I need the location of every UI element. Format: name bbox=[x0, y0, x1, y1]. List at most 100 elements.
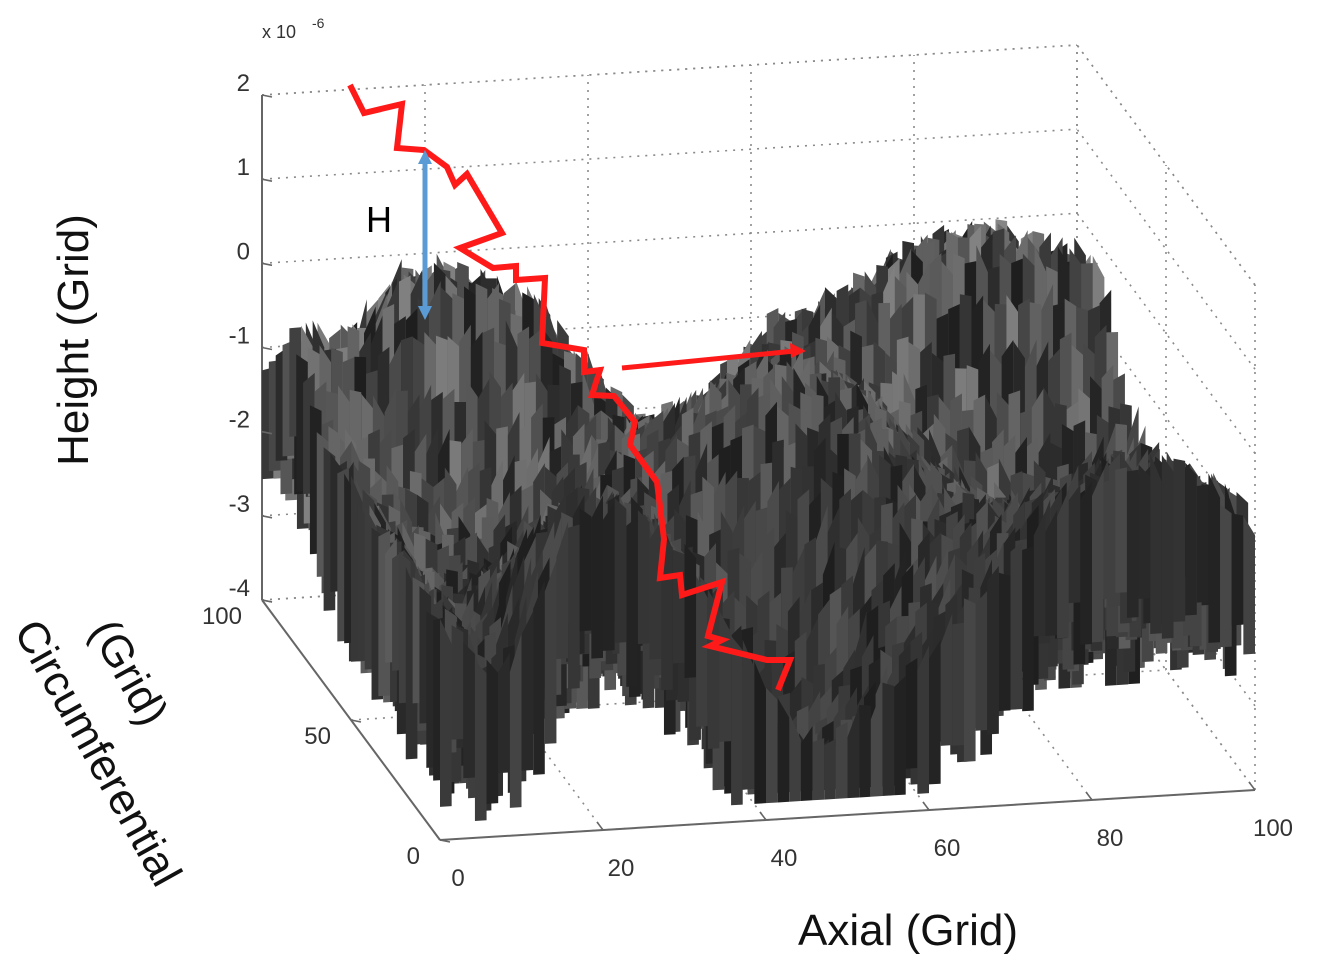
arrow-down-icon bbox=[418, 306, 432, 320]
height-marker-label: H bbox=[366, 199, 392, 240]
surface-facet bbox=[1103, 478, 1116, 600]
surface-facet bbox=[591, 495, 603, 659]
surface-facet bbox=[440, 618, 452, 807]
surface-facet bbox=[975, 590, 988, 731]
x-tick-mark bbox=[596, 821, 604, 831]
surface-facet bbox=[1045, 510, 1058, 636]
x-tick-label: 60 bbox=[934, 835, 961, 862]
surface-facet bbox=[894, 675, 906, 796]
box-edge-top-back bbox=[261, 44, 1078, 96]
surface-facet bbox=[1208, 473, 1221, 643]
y-tick-label: 100 bbox=[202, 603, 242, 630]
x-tick-label: 80 bbox=[1097, 825, 1124, 852]
z-axis-title: Height (Grid) bbox=[49, 214, 98, 466]
surface-facet bbox=[963, 598, 976, 762]
surface-facet bbox=[661, 533, 673, 691]
surface-facet bbox=[1068, 484, 1081, 604]
surface-facet bbox=[917, 645, 929, 794]
tick-labels: 0 20 40 60 80 100 0 50 100 2 1 0 -1 -2 -3 -4 bbox=[202, 70, 1293, 892]
surface-facet bbox=[1161, 455, 1174, 639]
y-tick-label: 0 bbox=[407, 843, 420, 870]
x-tick-mark bbox=[1085, 791, 1093, 801]
surface-facet bbox=[498, 652, 510, 774]
z-tick-mark bbox=[261, 599, 273, 603]
surface-facet bbox=[614, 498, 627, 643]
x-tick-label: 20 bbox=[608, 855, 635, 882]
surface-facet bbox=[463, 642, 475, 779]
surface-facet bbox=[533, 580, 545, 775]
surface-facet bbox=[637, 510, 650, 645]
exponent-label: x 10 bbox=[262, 22, 296, 42]
surface-facet bbox=[1092, 469, 1104, 643]
z-tick-mark bbox=[261, 178, 273, 182]
height-surface bbox=[262, 219, 1255, 822]
arrow-head-icon bbox=[790, 343, 806, 358]
surface-facet bbox=[859, 705, 871, 798]
z-tick-mark bbox=[261, 430, 273, 435]
x-tick-label: 0 bbox=[451, 865, 464, 892]
gridline-back-z bbox=[261, 128, 1078, 180]
surface-facet bbox=[1196, 484, 1209, 603]
surface-facet bbox=[719, 610, 732, 742]
surface-facet bbox=[1022, 546, 1034, 712]
surface-facet bbox=[998, 572, 1011, 712]
z-tick-mark bbox=[261, 94, 273, 98]
surface-facet bbox=[579, 508, 592, 632]
surface-facet bbox=[847, 705, 860, 799]
surface-facet bbox=[1126, 469, 1139, 618]
crack-path-line bbox=[347, 83, 795, 692]
gridline-side-z bbox=[1076, 128, 1256, 370]
surface-facet bbox=[544, 560, 557, 744]
surface-facet bbox=[684, 543, 697, 679]
surface-facet bbox=[766, 687, 778, 804]
surface-facet bbox=[568, 524, 580, 689]
surface-facet bbox=[835, 722, 848, 799]
surface-facet bbox=[800, 725, 813, 802]
x-tick-mark bbox=[1248, 781, 1256, 791]
z-tick-label: 0 bbox=[237, 238, 250, 265]
exponent-power: -6 bbox=[312, 15, 325, 31]
x-tick-mark bbox=[759, 811, 767, 821]
surface-facet bbox=[870, 688, 883, 797]
z-tick-label: -3 bbox=[229, 491, 250, 518]
surface-facet bbox=[754, 661, 766, 804]
x-tick-mark bbox=[922, 801, 930, 811]
surface-facet bbox=[649, 520, 662, 660]
x-tick-mark bbox=[433, 831, 441, 841]
z-tick-mark bbox=[261, 515, 273, 519]
surface-facet bbox=[987, 565, 999, 735]
y-tick-mark bbox=[439, 839, 451, 843]
surface-facet bbox=[1150, 453, 1162, 634]
x-axis-line bbox=[439, 789, 1256, 841]
surface-facet bbox=[1231, 513, 1244, 626]
height-marker: H bbox=[366, 150, 432, 320]
surface-facet bbox=[929, 639, 941, 785]
z-tick-label: -4 bbox=[229, 575, 250, 602]
arrow-up-icon bbox=[418, 150, 432, 164]
surface-facet bbox=[940, 613, 953, 746]
surface-facet bbox=[777, 697, 790, 803]
z-tick-label: 1 bbox=[237, 154, 250, 181]
surface-facet bbox=[696, 575, 708, 727]
surface-facet bbox=[486, 659, 499, 804]
surface-facet bbox=[742, 639, 755, 790]
surface-facet bbox=[521, 611, 534, 771]
gridline-side-z bbox=[1076, 212, 1256, 454]
y-tick-mark bbox=[350, 719, 362, 723]
surface-facet bbox=[1220, 504, 1232, 648]
surface-facet bbox=[1173, 458, 1186, 622]
surface-facet bbox=[1138, 464, 1151, 599]
crack-branch-line bbox=[621, 348, 796, 371]
z-tick-mark bbox=[261, 346, 273, 351]
surface-facet bbox=[1033, 511, 1046, 637]
surface-facet bbox=[451, 625, 464, 740]
surface-facet bbox=[952, 622, 964, 746]
crack-path bbox=[347, 83, 806, 692]
gridline-back-z bbox=[261, 212, 1078, 265]
surface-facet bbox=[1010, 541, 1023, 710]
surface-facet bbox=[731, 635, 743, 806]
surface-facet bbox=[672, 549, 685, 664]
surface-facet bbox=[626, 516, 638, 687]
z-tick-label: -2 bbox=[229, 407, 250, 434]
